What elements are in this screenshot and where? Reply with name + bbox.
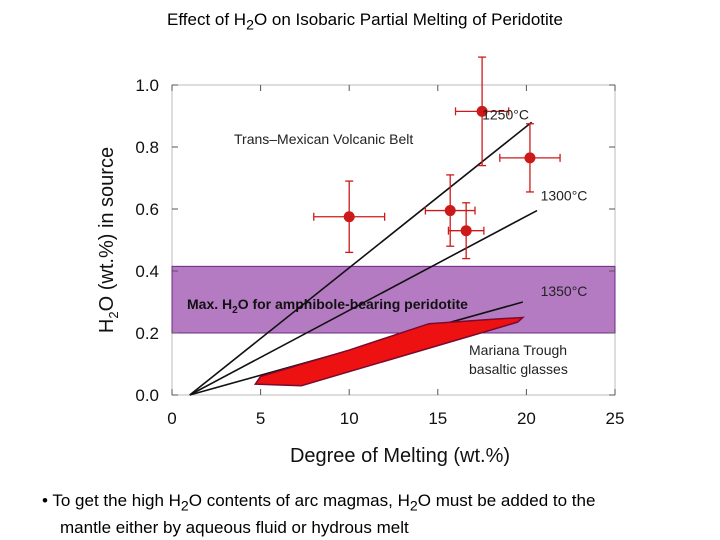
- isotherm-line-0: [189, 121, 533, 396]
- data-point-0: [343, 211, 355, 223]
- bullet-sub1: 2: [180, 498, 189, 515]
- bullet-mid: O contents of arc magmas, H: [188, 491, 410, 510]
- bullet-text: • To get the high H2O contents of arc ma…: [42, 490, 712, 538]
- y-tick-label-2: 0.4: [135, 262, 159, 281]
- y-tick-label-1: 0.2: [135, 324, 159, 343]
- data-point-1: [444, 205, 456, 217]
- x-tick-label-1: 5: [256, 409, 265, 428]
- y-axis-label: H2O (wt.%) in source: [96, 147, 121, 333]
- y-tick-label-0: 0.0: [135, 386, 159, 405]
- x-axis-label: Degree of Melting (wt.%): [290, 445, 510, 467]
- amphibole-band: [171, 265, 616, 334]
- bullet-pre: • To get the high H: [42, 491, 181, 510]
- plot-area: [171, 84, 616, 396]
- data-point-2: [476, 105, 488, 117]
- mariana-label-line2: basaltic glasses: [469, 361, 568, 377]
- x-tick-label-2: 10: [340, 409, 359, 428]
- x-tick-label-4: 20: [517, 409, 536, 428]
- y-tick-label-5: 1.0: [135, 76, 159, 95]
- bullet-post1: O must be added to the: [417, 491, 596, 510]
- isotherm-label-0: 1250°C: [482, 107, 529, 123]
- bullet-line2: mantle either by aqueous fluid or hydrou…: [60, 518, 409, 538]
- y-tick-label-4: 0.8: [135, 138, 159, 157]
- data-point-3: [460, 225, 472, 237]
- data-point-4: [524, 152, 536, 164]
- x-tick-label-3: 15: [428, 409, 447, 428]
- tmvb-label: Trans–Mexican Volcanic Belt: [234, 131, 413, 147]
- title-sub: 2: [246, 17, 254, 34]
- x-tick-label-0: 0: [167, 409, 176, 428]
- isotherm-line-1: [189, 209, 538, 396]
- mariana-label-line1: Mariana Trough: [469, 342, 567, 358]
- bullet-sub2: 2: [409, 498, 418, 515]
- mariana-trough-region: [253, 316, 525, 387]
- isotherm-label-1: 1300°C: [541, 187, 588, 203]
- title-post: O on Isobaric Partial Melting of Peridot…: [253, 10, 563, 29]
- chart-title: Effect of H2O on Isobaric Partial Meltin…: [0, 10, 720, 33]
- title-pre: Effect of H: [167, 10, 247, 29]
- x-tick-label-5: 25: [606, 409, 625, 428]
- isotherm-label-2: 1350°C: [541, 283, 588, 299]
- amphibole-band-label: Max. H2O for amphibole-bearing peridotit…: [187, 296, 468, 316]
- y-tick-label-3: 0.6: [135, 200, 159, 219]
